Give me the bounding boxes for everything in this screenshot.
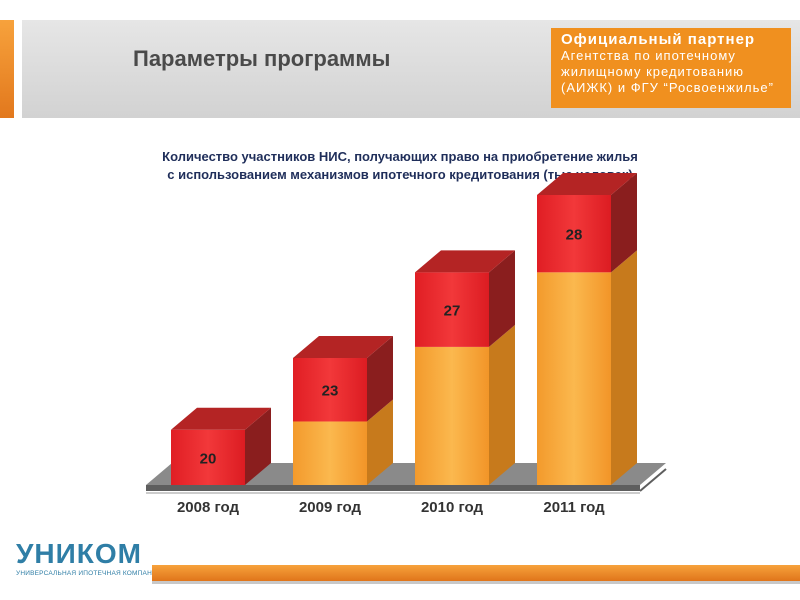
- bar-upper-1-top: [171, 407, 271, 430]
- bar-upper-2-front: [293, 357, 367, 422]
- bar-lower-4: [537, 250, 637, 485]
- bar-upper-3-top: [415, 250, 515, 273]
- partner-line-3: (АИЖК) и ФГУ “Росвоенжилье”: [561, 80, 774, 95]
- bar-lower-4-front: [537, 272, 611, 485]
- chart-floor-edge-side: [639, 468, 667, 492]
- bar-lower-2: [293, 399, 393, 485]
- data-label-2: 23: [322, 383, 339, 400]
- bar-upper-1-front: [171, 429, 245, 485]
- chart-floor-edge: [146, 485, 640, 491]
- footer-bar: [152, 565, 800, 581]
- footer-line: [152, 581, 800, 584]
- bar-upper-4-top: [537, 173, 637, 195]
- x-tick-label-4: 2011 год: [543, 499, 605, 516]
- bar-upper-3-front: [415, 272, 489, 347]
- partner-title: Официальный партнер: [561, 31, 756, 48]
- bar-upper-2-side: [367, 335, 393, 422]
- bar-upper-4-side: [611, 173, 637, 273]
- x-tick-label-2: 2009 год: [299, 499, 362, 516]
- partner-box: Официальный партнер Агентства по ипотечн…: [551, 28, 791, 108]
- logo-subtitle: УНИВЕРСАЛЬНАЯ ИПОТЕЧНАЯ КОМПАНИЯ: [16, 570, 162, 577]
- bar-lower-4-side: [611, 250, 637, 485]
- left-accent-stripe: [0, 20, 14, 118]
- bar-lower-3-side: [489, 324, 515, 485]
- bar-upper-1-side: [245, 407, 271, 485]
- bar-upper-4: [537, 173, 637, 273]
- x-tick-label-1: 2008 год: [177, 499, 240, 516]
- bar-upper-3-side: [489, 250, 515, 347]
- data-label-3: 27: [444, 303, 461, 320]
- bar-lower-3: [415, 324, 515, 485]
- data-label-4: 28: [566, 227, 583, 244]
- chart-title-line-1: Количество участников НИС, получающих пр…: [162, 149, 638, 164]
- bar-upper-4-front: [537, 195, 611, 273]
- partner-line-2: жилищному кредитованию: [561, 64, 745, 79]
- data-label-1: 20: [200, 450, 217, 467]
- x-tick-label-3: 2010 год: [421, 499, 484, 516]
- logo-name: УНИКОМ: [16, 538, 142, 569]
- page-title: Параметры программы: [133, 46, 391, 71]
- bar-lower-2-front: [293, 421, 367, 485]
- bar-upper-3: [415, 250, 515, 347]
- chart-title-line-2: с использованием механизмов ипотечного к…: [167, 167, 633, 182]
- bar-upper-1: [171, 407, 271, 485]
- chart-floor: [146, 463, 666, 485]
- bar-lower-3-front: [415, 346, 489, 485]
- partner-line-1: Агентства по ипотечному: [561, 48, 736, 63]
- bar-upper-2-top: [293, 335, 393, 358]
- chart-title: Количество участников НИС, получающих пр…: [80, 148, 720, 184]
- company-logo: УНИКОМ УНИВЕРСАЛЬНАЯ ИПОТЕЧНАЯ КОМПАНИЯ: [16, 538, 162, 578]
- bar-lower-2-side: [367, 399, 393, 485]
- bar-upper-2: [293, 335, 393, 422]
